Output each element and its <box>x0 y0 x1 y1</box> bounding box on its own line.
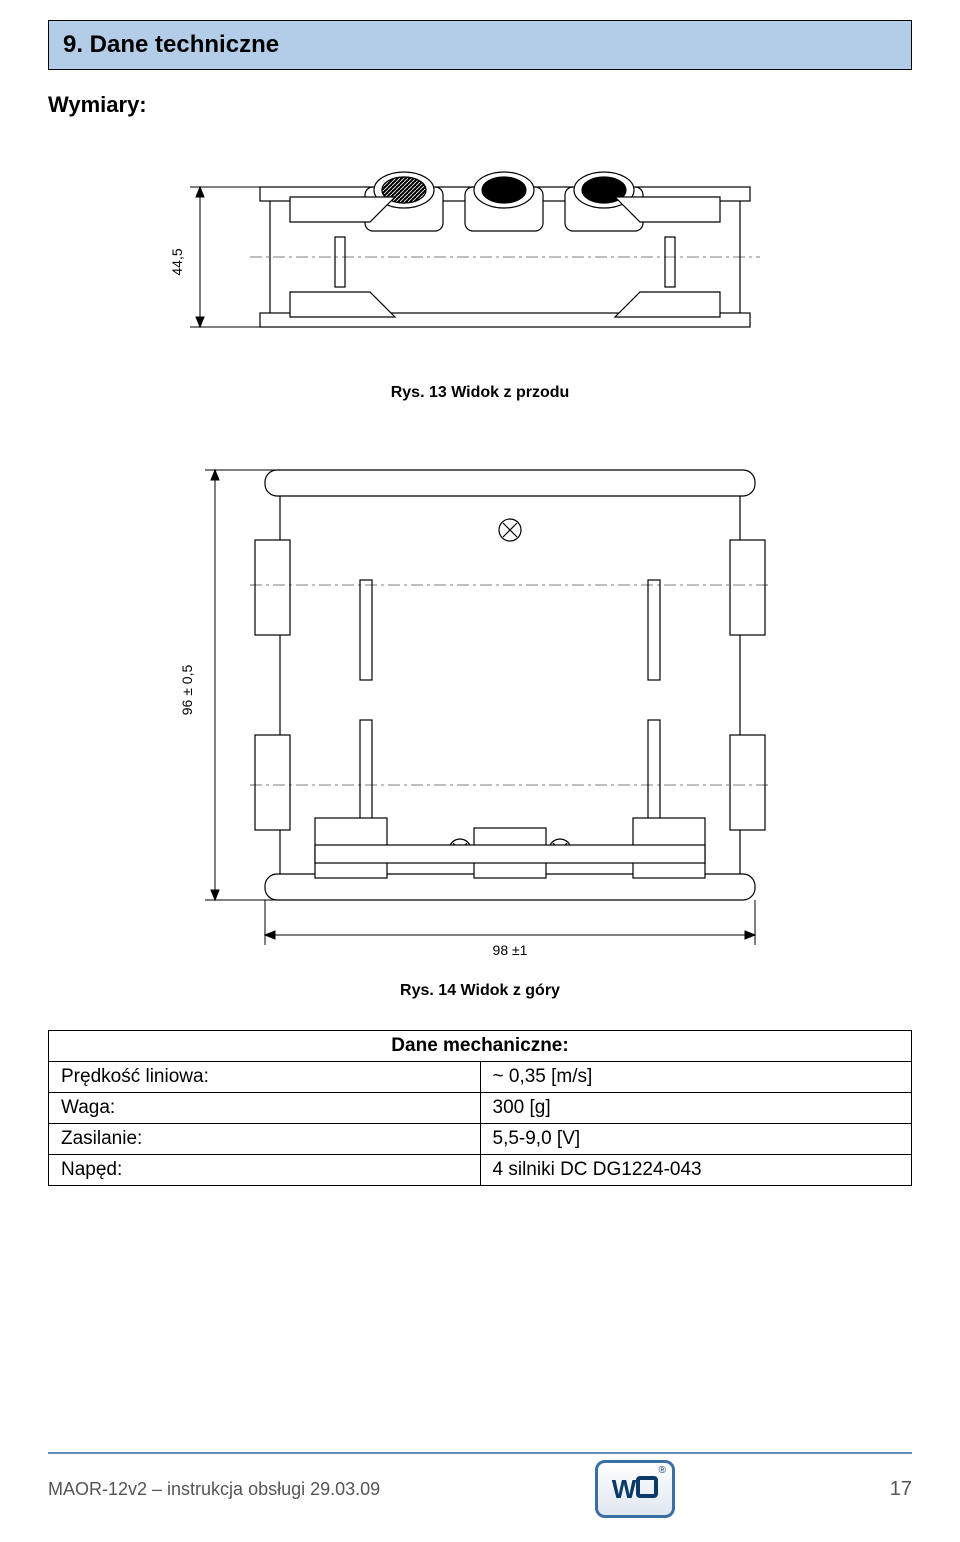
wobit-logo: ® W <box>595 1460 675 1518</box>
footer-doc-info: MAOR-12v2 – instrukcja obsługi 29.03.09 <box>48 1479 380 1500</box>
figure-top-caption: Rys. 14 Widok z góry <box>48 982 912 1000</box>
svg-text:44,5: 44,5 <box>169 248 185 275</box>
table-row: Waga: 300 [g] <box>49 1093 912 1124</box>
figure-front-caption: Rys. 13 Widok z przodu <box>48 384 912 402</box>
logo-text-left: W <box>612 1474 636 1505</box>
top-view-drawing: 98 ±1 96 ± 0,5 <box>160 430 800 970</box>
table-row: Prędkość liniowa: ~ 0,35 [m/s] <box>49 1062 912 1093</box>
section-title: 9. Dane techniczne <box>63 31 279 58</box>
svg-text:98 ±1: 98 ±1 <box>493 942 528 958</box>
page-number: 17 <box>890 1478 912 1501</box>
spec-value: 4 silniki DC DG1224-043 <box>480 1155 912 1186</box>
figure-top-view: 98 ±1 96 ± 0,5 <box>48 430 912 1000</box>
spec-label: Zasilanie: <box>49 1124 481 1155</box>
page-footer: MAOR-12v2 – instrukcja obsługi 29.03.09 … <box>48 1452 912 1518</box>
spec-value: ~ 0,35 [m/s] <box>480 1062 912 1093</box>
svg-text:96 ± 0,5: 96 ± 0,5 <box>179 665 195 716</box>
spec-value: 5,5-9,0 [V] <box>480 1124 912 1155</box>
dimensions-subheading: Wymiary: <box>48 92 912 118</box>
spec-label: Prędkość liniowa: <box>49 1062 481 1093</box>
spec-value: 300 [g] <box>480 1093 912 1124</box>
footer-rule <box>48 1452 912 1454</box>
table-row: Zasilanie: 5,5-9,0 [V] <box>49 1124 912 1155</box>
spec-table-header: Dane mechaniczne: <box>49 1031 912 1062</box>
table-row: Napęd: 4 silniki DC DG1224-043 <box>49 1155 912 1186</box>
figure-front-view: 44,5 <box>48 142 912 402</box>
mechanical-spec-table: Dane mechaniczne: Prędkość liniowa: ~ 0,… <box>48 1030 912 1186</box>
logo-o-icon <box>636 1476 658 1498</box>
registered-mark: ® <box>659 1465 666 1476</box>
spec-label: Napęd: <box>49 1155 481 1186</box>
section-header: 9. Dane techniczne <box>48 20 912 70</box>
front-view-drawing: 44,5 <box>160 142 800 372</box>
spec-label: Waga: <box>49 1093 481 1124</box>
